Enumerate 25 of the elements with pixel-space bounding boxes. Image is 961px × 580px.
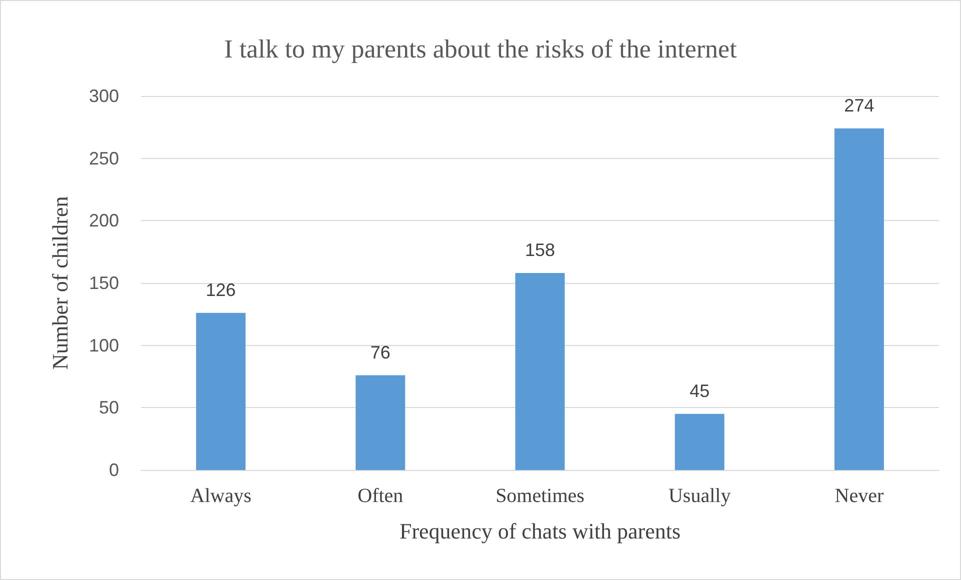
y-tick-label: 250: [88, 148, 119, 168]
y-tick-label: 0: [108, 460, 119, 480]
x-tick-label: Usually: [668, 485, 731, 507]
y-tick-label: 300: [88, 86, 119, 106]
bar: [515, 273, 565, 470]
x-tick-label: Often: [358, 485, 404, 507]
x-tick-label: Sometimes: [496, 485, 585, 507]
data-label: 126: [206, 280, 236, 300]
bar: [674, 414, 724, 470]
bar: [196, 312, 246, 470]
data-label: 76: [370, 342, 390, 362]
y-axis-title: Number of children: [48, 196, 72, 370]
bar: [356, 375, 406, 470]
x-tick-label: Never: [834, 485, 884, 507]
y-tick-label: 100: [88, 335, 119, 356]
x-axis-title: Frequency of chats with parents: [399, 518, 681, 544]
x-tick-label: Always: [190, 485, 252, 507]
data-label: 274: [844, 95, 874, 116]
data-label: 158: [524, 240, 556, 260]
bar: [834, 128, 884, 470]
y-tick-label: 200: [88, 210, 119, 231]
chart-title: I talk to my parents about the risks of the internet: [224, 34, 738, 64]
y-tick-label: 50: [98, 398, 119, 418]
data-label: 45: [690, 380, 710, 401]
y-tick-label: 150: [88, 273, 119, 293]
